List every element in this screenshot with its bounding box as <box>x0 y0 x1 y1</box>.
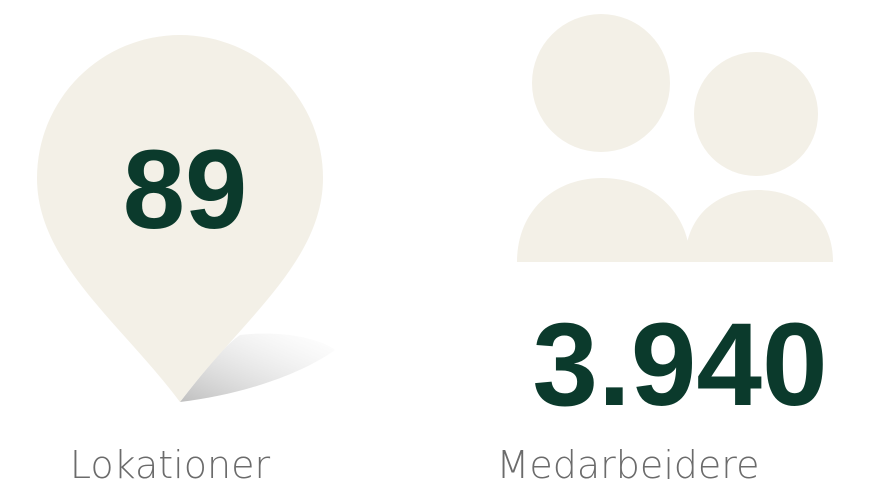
pin-shadow <box>180 333 335 402</box>
person-body <box>517 178 690 262</box>
person-head <box>532 14 670 152</box>
stat-label: Medarbejdere <box>497 443 760 479</box>
locations-stat: 89 Lokationer <box>37 35 335 479</box>
stat-value: 3.940 <box>532 299 827 431</box>
pin-icon <box>37 35 323 402</box>
employees-stat: 3.940 Medarbejdere <box>497 14 833 479</box>
stat-label: Lokationer <box>70 443 271 479</box>
person-head <box>694 52 818 176</box>
stat-value: 89 <box>123 127 248 252</box>
person-body <box>685 190 833 262</box>
